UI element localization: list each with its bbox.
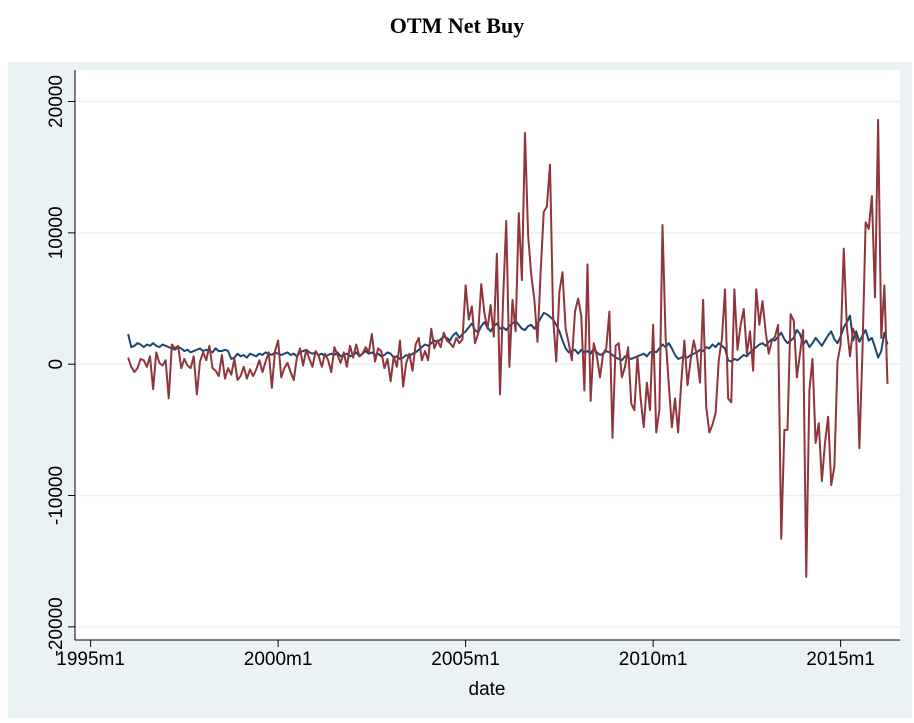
y-tick-label: 10000 [46, 206, 67, 259]
x-axis-label: date [469, 679, 506, 700]
series-line [127, 118, 889, 578]
plot-area [75, 70, 900, 640]
x-tick-label: 2000m1 [244, 649, 313, 670]
y-tick-label: 20000 [46, 75, 67, 128]
chart-title: OTM Net Buy [390, 13, 524, 38]
y-tick-label: 0 [46, 359, 67, 370]
x-tick-label: 2015m1 [806, 649, 875, 670]
x-tick-label: 1995m1 [56, 649, 125, 670]
x-tick-label: 2005m1 [431, 649, 500, 670]
y-tick-label: -20000 [46, 597, 67, 656]
y-tick-label: -10000 [46, 466, 67, 525]
x-tick-label: 2010m1 [619, 649, 688, 670]
